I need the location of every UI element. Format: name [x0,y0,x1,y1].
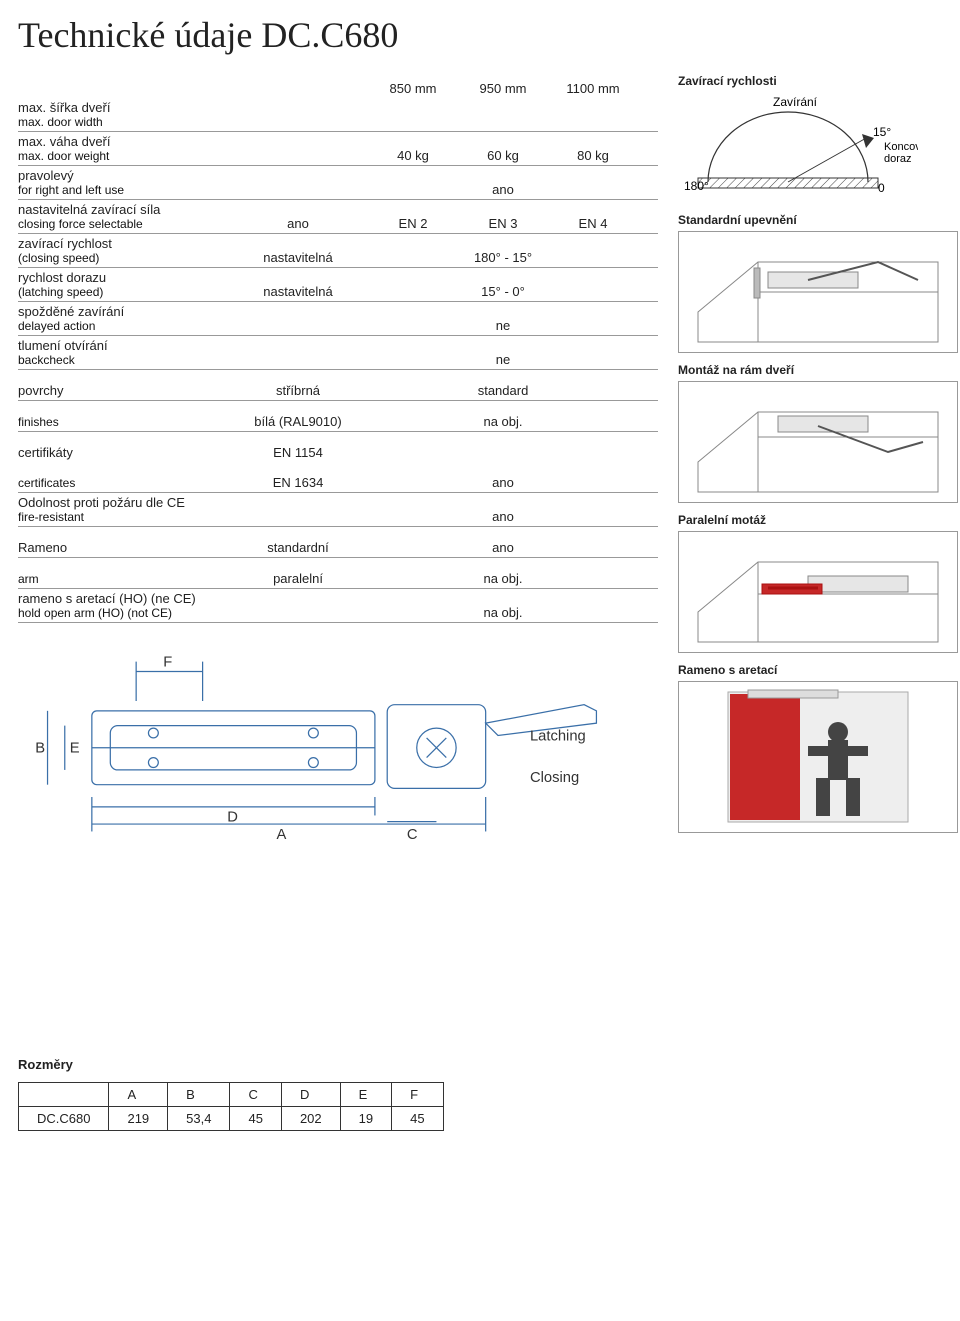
lbl: tlumení otvírání [18,338,228,353]
val: ano [458,182,548,197]
lbl: nastavitelná zavírací síla [18,202,228,217]
parallel-mount-title: Paralelní motáž [678,513,958,527]
std-mount-title: Standardní upevnění [678,213,958,227]
side-column: Zavírací rychlosti Zavírání 180° 15° 0 K… [678,68,958,1131]
lbl: (closing speed) [18,251,228,265]
dimension-drawing: F B E D A C Latching Closing [18,637,658,837]
col-hdr: 850 mm [368,81,458,96]
lbl: max. door weight [18,149,228,163]
svg-text:Koncový doraz: Koncový doraz [884,141,918,153]
lbl: fire-resistant [18,510,228,524]
val: ano [228,216,368,231]
col-hdr: 1100 mm [548,81,638,96]
frame-mount-diagram [678,381,958,503]
lbl: max. váha dveří [18,134,228,149]
val: na obj. [458,414,548,429]
lbl: backcheck [18,353,228,367]
lbl: max. šířka dveří [18,100,228,115]
ho-arm-title: Rameno s aretací [678,663,958,677]
parallel-mount-diagram [678,531,958,653]
val: 15° - 0° [458,284,548,299]
page-title: Technické údaje DC.C680 [18,14,942,56]
val: ano [458,540,548,555]
val: standardní [228,540,368,555]
lbl: (latching speed) [18,285,228,299]
val: 80 kg [548,148,638,163]
val: na obj. [458,571,548,586]
val: EN 1634 [228,475,368,490]
val: paralelní [228,571,368,586]
lbl: for right and left use [18,183,228,197]
svg-text:E: E [70,741,80,757]
lbl: closing force selectable [18,217,228,231]
svg-text:D: D [227,810,238,826]
val: ne [458,352,548,367]
ho-arm-diagram [678,681,958,833]
val: 40 kg [368,148,458,163]
closing-arc-diagram: Zavírání 180° 15° 0 Koncový doraz doraz [678,92,958,207]
dims-title: Rozměry [18,1057,658,1072]
svg-text:F: F [163,655,172,671]
std-mount-diagram [678,231,958,353]
lbl: zavírací rychlost [18,236,228,251]
svg-text:15°: 15° [873,125,891,139]
val: standard [458,383,548,398]
val: na obj. [458,605,548,620]
speed-header: Zavírací rychlosti [678,74,958,88]
val: nastavitelná [228,250,368,265]
val: bílá (RAL9010) [228,414,368,429]
lbl: certificates [18,476,228,490]
lbl: pravolevý [18,168,228,183]
val: ano [458,509,548,524]
svg-text:A: A [276,827,286,843]
val: EN 3 [458,216,548,231]
svg-text:Closing: Closing [530,770,579,786]
val: stříbrná [228,383,368,398]
lbl: spožděné zavírání [18,304,228,319]
lbl: Rameno [18,540,228,555]
lbl: certifikáty [18,445,228,460]
svg-text:Latching: Latching [530,728,586,744]
val: EN 1154 [228,445,368,460]
col-hdr: 950 mm [458,81,548,96]
val: EN 4 [548,216,638,231]
svg-text:doraz: doraz [884,153,912,165]
dimensions-table: ABC DEF DC.C680 21953,445 2021945 [18,1082,444,1131]
spec-table: 850 mm 950 mm 1100 mm max. šířka dveří m… [18,68,658,1131]
val: EN 2 [368,216,458,231]
frame-mount-title: Montáž na rám dveří [678,363,958,377]
svg-text:180°: 180° [684,179,709,193]
svg-text:0: 0 [878,181,885,195]
lbl: arm [18,572,228,586]
val: 60 kg [458,148,548,163]
lbl: hold open arm (HO) (not CE) [18,606,228,620]
svg-text:Zavírání: Zavírání [773,95,818,109]
lbl: Odolnost proti požáru dle CE [18,495,228,510]
lbl: rychlost dorazu [18,270,228,285]
lbl: finishes [18,415,228,429]
svg-text:B: B [35,741,45,757]
lbl: max. door width [18,115,228,129]
lbl: rameno s aretací (HO) (ne CE) [18,591,228,606]
val: 180° - 15° [458,250,548,265]
lbl: delayed action [18,319,228,333]
lbl: povrchy [18,383,228,398]
val: ne [458,318,548,333]
val: nastavitelná [228,284,368,299]
svg-text:C: C [407,827,418,843]
val: ano [458,475,548,490]
